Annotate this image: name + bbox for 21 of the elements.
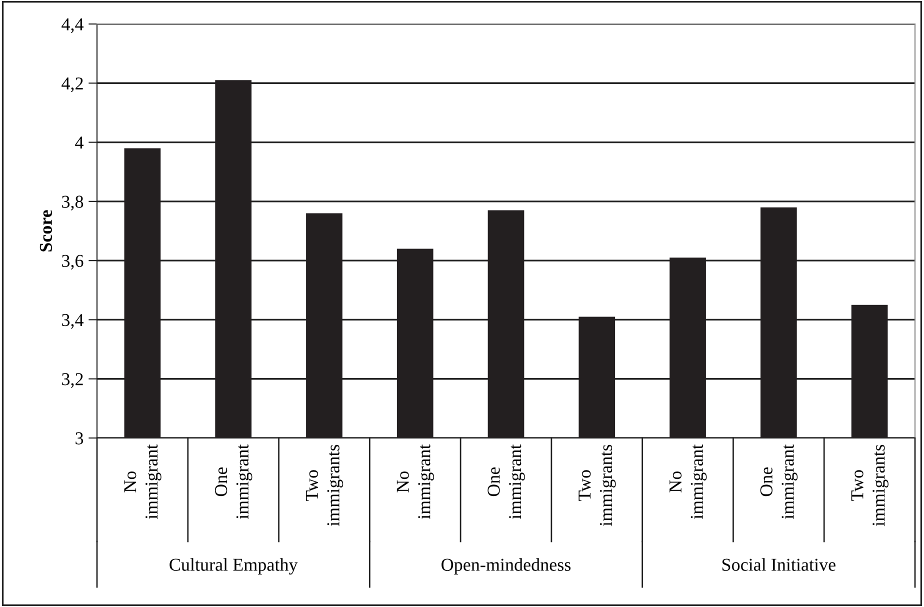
x-tick-label: No immigrant (396, 444, 434, 520)
text: Social Initiative (722, 558, 836, 571)
x-tick-label: Two immigrants (578, 444, 616, 526)
y-axis-title: Score (40, 210, 52, 252)
text: Cultural Empathy (170, 558, 298, 575)
y-tick-label: 4 (75, 136, 84, 149)
text: Open-mindedness (442, 558, 571, 575)
x-tick-label: Two immigrants (851, 444, 888, 526)
x-tick-label: One immigrant (488, 444, 525, 520)
y-tick-label: 3,4 (62, 314, 84, 329)
x-tick-label: No immigrant (124, 444, 162, 520)
y-tick-label: 3,2 (62, 373, 83, 388)
y-tick-label: 4,2 (62, 77, 83, 92)
x-tick-label: One immigrant (215, 444, 252, 520)
x-tick-label: Two immigrants (306, 444, 344, 526)
y-tick-label: 4,4 (62, 18, 84, 34)
x-tick-label: One immigrant (760, 444, 798, 520)
y-tick-label: 3,6 (62, 254, 84, 270)
x-tick-label: No immigrant (670, 444, 707, 520)
y-tick-label: 3,8 (62, 196, 84, 210)
y-tick-label: 3 (76, 432, 84, 444)
